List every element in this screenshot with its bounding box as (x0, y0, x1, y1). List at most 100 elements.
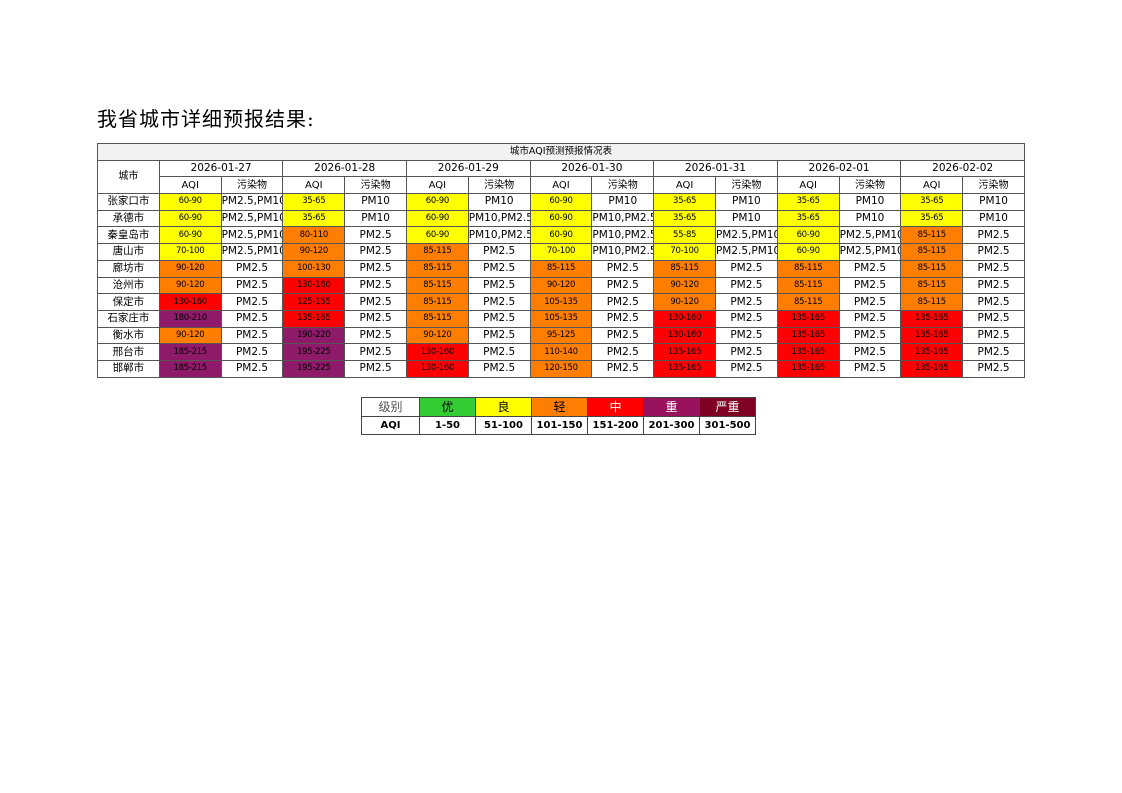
aqi-cell: 35-65 (653, 209, 716, 228)
aqi-cell: 85-115 (900, 293, 964, 311)
pollutant-cell: PM2.5,PM10 (714, 226, 778, 245)
level-range: 151-200 (587, 415, 644, 435)
level-name: 优 (419, 397, 476, 417)
aqi-cell: 90-120 (158, 276, 222, 295)
pollutant-cell: PM10 (838, 193, 902, 211)
aqi-cell: 135-165 (776, 343, 840, 361)
pollutant-cell: PM2.5,PM10 (220, 226, 284, 245)
pollutant-cell: PM2.5 (838, 359, 902, 378)
pollutant-cell: PM10 (962, 193, 1025, 211)
aqi-cell: 85-115 (405, 293, 469, 311)
pollutant-cell: PM2.5 (714, 326, 778, 345)
pollutant-cell: PM2.5 (591, 326, 655, 345)
aqi-cell: 195-225 (282, 343, 346, 361)
aqi-cell: 35-65 (776, 209, 840, 228)
level-name: 良 (475, 397, 532, 417)
pollutant-cell: PM10 (344, 209, 407, 228)
level-name: 重 (643, 397, 700, 417)
aqi-cell: 60-90 (529, 193, 593, 211)
pollutant-cell: PM10,PM2.5 (591, 243, 655, 261)
pollutant-cell: PM2.5 (962, 326, 1025, 345)
pollutant-cell: PM10 (344, 193, 407, 211)
level-range: 301-500 (699, 415, 756, 435)
aqi-cell: 185-215 (158, 343, 222, 361)
aqi-cell: 55-85 (653, 226, 716, 245)
pollutant-cell: PM2.5 (591, 359, 655, 378)
pollutant-cell: PM2.5 (220, 343, 284, 361)
aqi-cell: 35-65 (282, 209, 346, 228)
aqi-cell: 35-65 (776, 193, 840, 211)
pollutant-cell: PM10,PM2.5 (591, 226, 655, 245)
table-caption: 城市AQI预测预报情况表 (97, 143, 1025, 161)
city-row: 邢台市 185-215 PM2.5 195-225 PM2.5 130-160 PM2.5 1… (97, 343, 1025, 361)
city-name: 邯郸市 (97, 359, 160, 378)
pollutant-cell: PM2.5,PM10 (220, 243, 284, 261)
pollutant-cell: PM2.5 (591, 259, 655, 278)
aqi-cell: 60-90 (405, 209, 469, 228)
aqi-cell: 85-115 (653, 259, 716, 278)
aqi-cell: 85-115 (405, 309, 469, 328)
date-header: 2026-01-29 (405, 159, 531, 178)
pollutant-cell: PM2.5 (714, 276, 778, 295)
pollutant-cell: PM2.5 (344, 293, 407, 311)
date-header: 2026-02-01 (776, 159, 902, 178)
city-row: 秦皇岛市 60-90 PM2.5,PM10 80-110 PM2.5 60-90 PM10,… (97, 226, 1025, 245)
aqi-header: AQI (361, 415, 420, 435)
aqi-cell: 90-120 (282, 243, 346, 261)
date-header: 2026-01-27 (158, 159, 284, 178)
aqi-cell: 85-115 (405, 259, 469, 278)
pollutant-cell: PM2.5 (838, 343, 902, 361)
pollutant-cell: PM2.5 (344, 226, 407, 245)
aqi-cell: 135-165 (900, 309, 964, 328)
range-row: AQI 1-50 51-100 101-150 151-200 201-300 301-50… (361, 415, 756, 435)
pollutant-cell: PM2.5 (962, 243, 1025, 261)
subheader: AQI (158, 176, 222, 195)
pollutant-cell: PM2.5 (714, 359, 778, 378)
pollutant-cell: PM2.5 (344, 276, 407, 295)
aqi-cell: 85-115 (900, 226, 964, 245)
aqi-cell: 190-220 (282, 326, 346, 345)
aqi-cell: 105-135 (529, 309, 593, 328)
pollutant-cell: PM2.5,PM10 (220, 209, 284, 228)
city-name: 廊坊市 (97, 259, 160, 278)
city-name: 衡水市 (97, 326, 160, 345)
pollutant-cell: PM2.5 (838, 276, 902, 295)
pollutant-cell: PM2.5 (220, 309, 284, 328)
pollutant-cell: PM10 (838, 209, 902, 228)
pollutant-cell: PM10,PM2.5 (591, 209, 655, 228)
aqi-cell: 135-165 (653, 359, 716, 378)
aqi-cell: 35-65 (900, 193, 964, 211)
subheader: AQI (282, 176, 346, 195)
level-name: 中 (587, 397, 644, 417)
subheader: 污染物 (962, 176, 1025, 195)
pollutant-cell: PM2.5 (714, 343, 778, 361)
pollutant-cell: PM2.5 (467, 259, 531, 278)
aqi-cell: 90-120 (529, 276, 593, 295)
aqi-cell: 135-165 (900, 343, 964, 361)
aqi-cell: 130-160 (282, 276, 346, 295)
pollutant-cell: PM10 (467, 193, 531, 211)
city-header: 城市 (97, 159, 160, 195)
aqi-cell: 60-90 (158, 226, 222, 245)
level-row: 级别优良轻中重严重 (361, 397, 756, 417)
city-name: 张家口市 (97, 193, 160, 211)
level-range: 51-100 (475, 415, 532, 435)
pollutant-cell: PM2.5 (962, 259, 1025, 278)
pollutant-cell: PM10 (714, 209, 778, 228)
date-header: 2026-02-02 (900, 159, 1025, 178)
pollutant-cell: PM2.5 (962, 359, 1025, 378)
aqi-cell: 125-155 (282, 293, 346, 311)
pollutant-cell: PM2.5 (344, 359, 407, 378)
aqi-cell: 100-130 (282, 259, 346, 278)
aqi-cell: 135-165 (776, 359, 840, 378)
aqi-cell: 135-165 (776, 309, 840, 328)
aqi-cell: 135-165 (653, 343, 716, 361)
aqi-cell: 90-120 (653, 276, 716, 295)
aqi-cell: 90-120 (405, 326, 469, 345)
pollutant-cell: PM10 (591, 193, 655, 211)
pollutant-cell: PM2.5 (344, 326, 407, 345)
aqi-cell: 35-65 (653, 193, 716, 211)
aqi-cell: 195-225 (282, 359, 346, 378)
pollutant-cell: PM2.5 (344, 243, 407, 261)
